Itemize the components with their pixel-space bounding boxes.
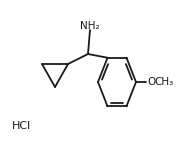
Text: O: O [147,77,155,87]
Text: HCl: HCl [12,121,31,131]
Text: CH₃: CH₃ [154,77,173,87]
Text: NH₂: NH₂ [80,21,100,31]
